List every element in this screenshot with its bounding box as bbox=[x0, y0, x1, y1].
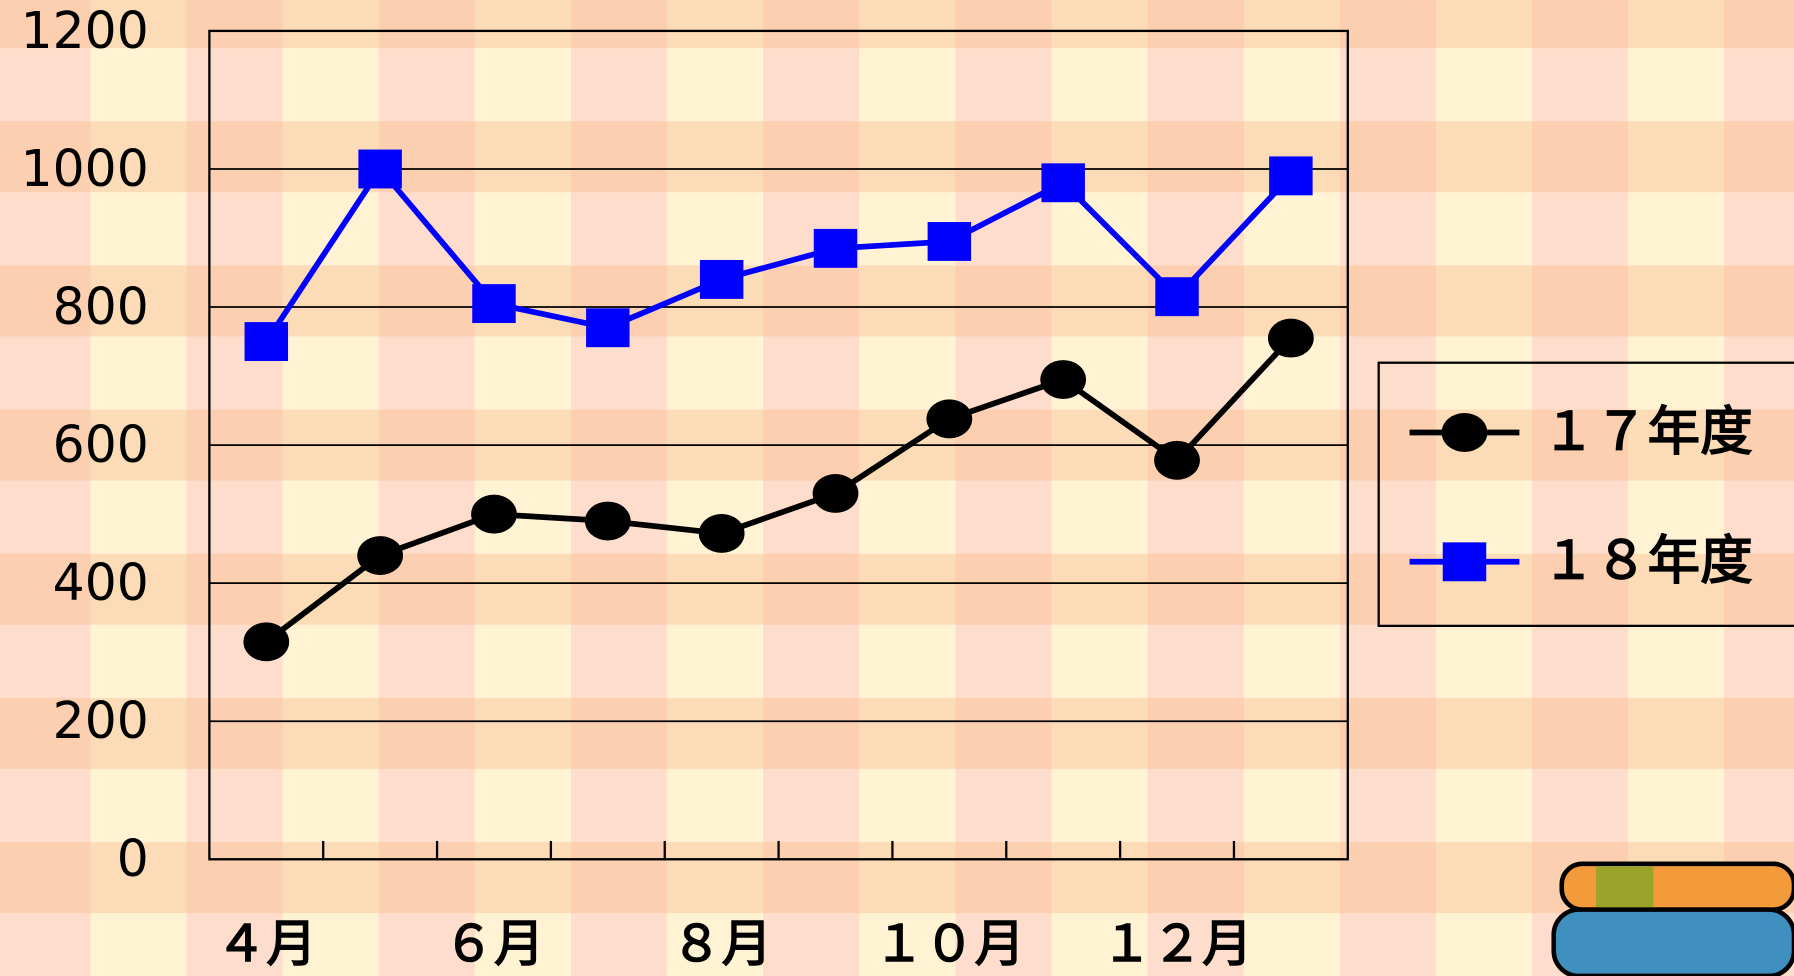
y-tick-label: 800 bbox=[53, 277, 149, 336]
point bbox=[1268, 319, 1314, 358]
point bbox=[1269, 156, 1312, 195]
point bbox=[586, 308, 629, 347]
point bbox=[700, 260, 743, 299]
point bbox=[928, 222, 971, 261]
x-tick-label: ８月 bbox=[671, 914, 772, 973]
legend-marker bbox=[1442, 413, 1488, 452]
x-tick-label: １２月 bbox=[1102, 914, 1253, 973]
y-tick-label: 200 bbox=[53, 691, 149, 750]
point bbox=[1041, 163, 1084, 202]
point bbox=[699, 514, 745, 553]
y-tick-label: 0 bbox=[117, 829, 149, 888]
point bbox=[471, 495, 517, 534]
y-tick-label: 1200 bbox=[21, 1, 149, 60]
point bbox=[926, 399, 972, 438]
point bbox=[585, 502, 631, 541]
page: 0 200 400 600 800 1000 1200 ４月 ６月 ８月 １０月 １２月 １７年度 １８年… bbox=[0, 0, 1794, 976]
point bbox=[357, 536, 403, 575]
chart: 0 200 400 600 800 1000 1200 ４月 ６月 ８月 １０月 １２月 １７年度 １８年… bbox=[0, 0, 1794, 976]
x-tick-label: ６月 bbox=[444, 914, 545, 973]
y-tick-label: 400 bbox=[53, 553, 149, 612]
point bbox=[1155, 277, 1198, 316]
point bbox=[245, 322, 288, 361]
point bbox=[358, 150, 401, 189]
x-tick-label: ４月 bbox=[216, 914, 317, 973]
point bbox=[1154, 441, 1200, 480]
x-tick-label: １０月 bbox=[874, 914, 1025, 973]
y-tick-label: 600 bbox=[53, 415, 149, 474]
legend-label: １８年度 bbox=[1542, 531, 1753, 592]
legend-label: １７年度 bbox=[1542, 401, 1753, 462]
point bbox=[813, 474, 859, 513]
background bbox=[0, 0, 1794, 976]
point bbox=[472, 284, 515, 323]
point bbox=[243, 622, 289, 661]
point bbox=[1040, 360, 1086, 399]
legend-marker bbox=[1443, 542, 1486, 581]
point bbox=[814, 229, 857, 268]
books-icon bbox=[1554, 864, 1794, 976]
y-tick-label: 1000 bbox=[21, 139, 149, 198]
